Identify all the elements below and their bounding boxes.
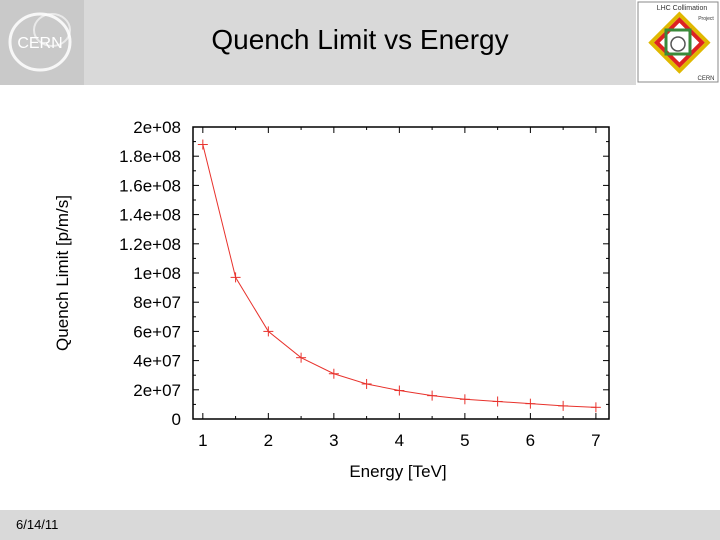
cern-logo-graphic: CERN	[8, 12, 72, 72]
y-tick-label: 1e+08	[133, 264, 181, 283]
data-point-marker	[328, 368, 339, 379]
data-point-marker	[525, 398, 536, 409]
plot-frame	[192, 126, 610, 420]
x-tick-label: 5	[460, 431, 469, 450]
chart-container: 0 2e+07 4e+07 6e+07 8e+07 1e+08 1.2e+08 1.4e+08…	[53, 118, 610, 481]
data-point-marker	[361, 378, 372, 389]
y-tick-label: 4e+07	[133, 352, 181, 371]
x-axis-label: Energy [TeV]	[349, 462, 446, 481]
data-point-marker	[590, 402, 601, 413]
data-point-marker	[394, 385, 405, 396]
x-tick-label: 1	[198, 431, 207, 450]
cern-logo: CERN	[0, 0, 84, 85]
quench-limit-chart: 0 2e+07 4e+07 6e+07 8e+07 1e+08 1.2e+08 1.4e+08…	[53, 118, 610, 481]
logo-line1: LHC Collimation	[657, 5, 708, 12]
y-tick-label: 2e+07	[133, 381, 181, 400]
y-tick-label: 1.8e+08	[119, 147, 181, 166]
data-point-marker	[427, 390, 438, 401]
data-point-marker	[459, 394, 470, 405]
logo-line3: CERN	[697, 76, 714, 82]
y-tick-label: 8e+07	[133, 293, 181, 312]
x-tick-label: 4	[395, 431, 404, 450]
data-point-marker	[263, 326, 274, 337]
y-tick-label: 6e+07	[133, 322, 181, 341]
series-line	[202, 144, 596, 408]
data-point-marker	[197, 139, 208, 150]
lhc-collimation-logo: LHC Collimation Project CERN	[636, 0, 720, 85]
data-point-marker	[558, 400, 569, 411]
y-tick-label: 2e+08	[133, 118, 181, 137]
slide-footer: 6/14/11	[0, 510, 720, 540]
x-tick-label: 3	[329, 431, 338, 450]
y-tick-label: 0	[172, 410, 181, 429]
y-axis-label: Quench Limit [p/m/s]	[53, 195, 72, 351]
y-tick-label: 1.6e+08	[119, 176, 181, 195]
y-tick-label: 1.2e+08	[119, 235, 181, 254]
x-tick-label: 2	[264, 431, 273, 450]
slide-title: Quench Limit vs Energy	[211, 24, 509, 55]
data-point-marker	[230, 272, 241, 283]
x-tick-label: 6	[526, 431, 535, 450]
data-point-marker	[296, 352, 307, 363]
header-band	[0, 0, 636, 85]
y-tick-label: 1.4e+08	[119, 206, 181, 225]
cern-logo-text: CERN	[17, 35, 62, 52]
data-point-marker	[492, 396, 503, 407]
logo-line2: Project	[698, 16, 714, 22]
x-tick-label: 7	[591, 431, 600, 450]
lhc-collimation-logo-graphic: LHC Collimation Project CERN	[637, 1, 719, 83]
slide-header: CERN Quench Limit vs Energy LHC Collimat…	[0, 0, 720, 85]
footer-date: 6/14/11	[16, 517, 59, 532]
